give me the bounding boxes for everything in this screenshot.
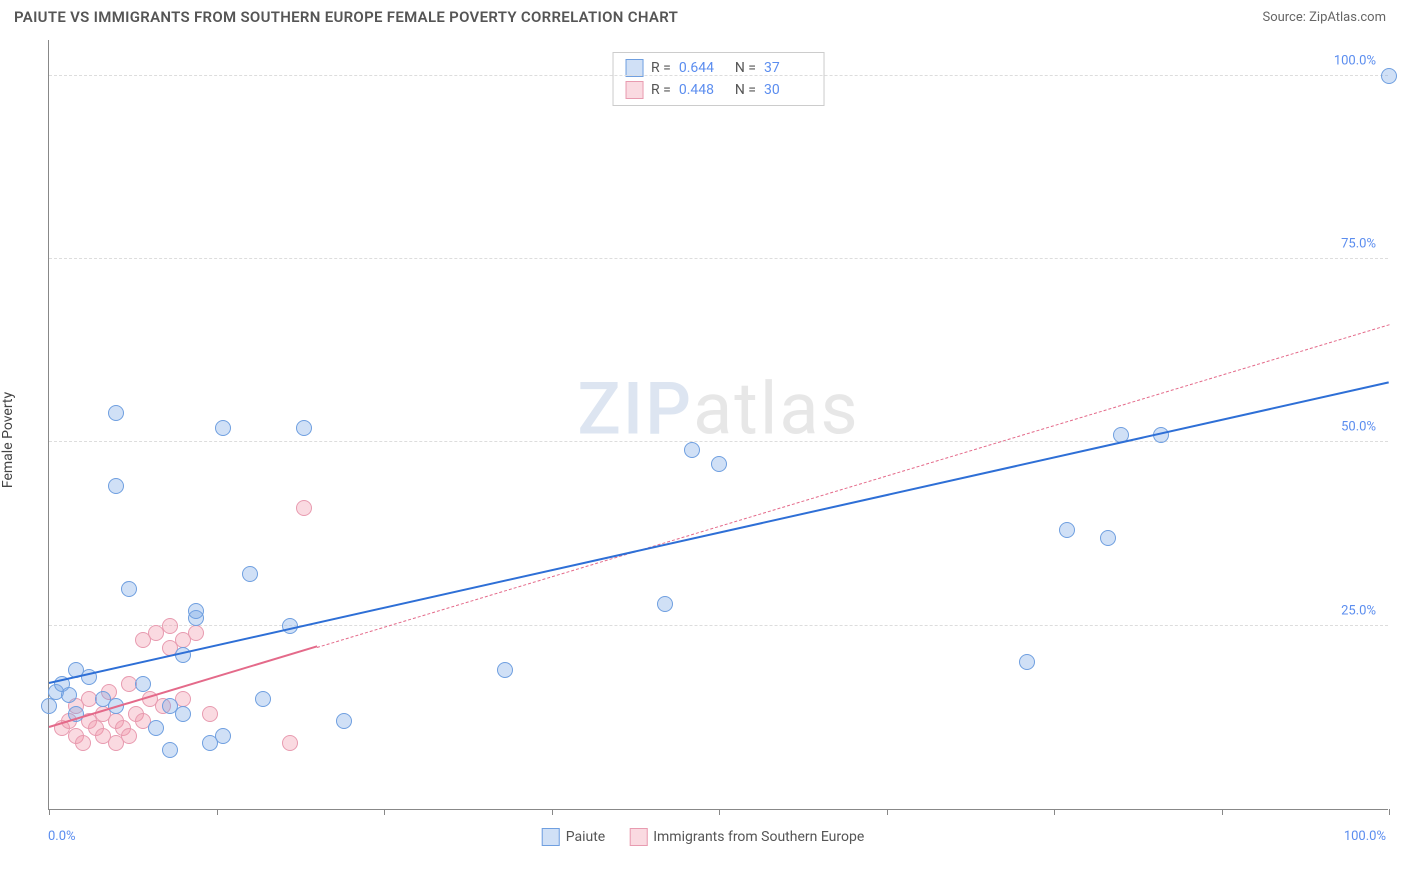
trend-line	[49, 382, 1389, 685]
legend-item-paiute: Paiute	[542, 828, 606, 846]
scatter-point-paiute	[41, 698, 57, 714]
x-tick-mark	[719, 809, 720, 815]
legend-swatch-immigrants	[629, 828, 647, 846]
y-axis-label: Female Poverty	[0, 392, 16, 488]
source-prefix: Source:	[1262, 10, 1309, 25]
x-tick-mark	[49, 809, 50, 815]
scatter-point-paiute	[162, 742, 178, 758]
x-tick-mark	[552, 809, 553, 815]
plot-area: ZIPatlas R = 0.644 N = 37 R = 0.448 N = …	[48, 40, 1388, 810]
source-attribution: Source: ZipAtlas.com	[1262, 10, 1386, 25]
chart-container: Female Poverty ZIPatlas R = 0.644 N = 37…	[0, 30, 1406, 850]
scatter-point-paiute	[135, 676, 151, 692]
scatter-point-paiute	[121, 581, 137, 597]
scatter-point-immigrants	[121, 728, 137, 744]
scatter-point-paiute	[1100, 530, 1116, 546]
scatter-point-paiute	[175, 706, 191, 722]
x-tick-max: 100.0%	[1344, 829, 1386, 844]
chart-title: PAIUTE VS IMMIGRANTS FROM SOUTHERN EUROP…	[14, 8, 678, 26]
watermark: ZIPatlas	[577, 367, 859, 452]
gridline-h	[49, 441, 1388, 442]
n-label: N =	[735, 60, 756, 76]
swatch-immigrants	[625, 81, 643, 99]
scatter-point-immigrants	[75, 735, 91, 751]
scatter-point-paiute	[1381, 68, 1397, 84]
trend-line	[317, 324, 1389, 648]
n-value-immigrants: 30	[764, 82, 812, 98]
scatter-point-paiute	[242, 566, 258, 582]
r-value-paiute: 0.644	[679, 60, 727, 76]
stats-row-paiute: R = 0.644 N = 37	[625, 57, 812, 79]
chart-header: PAIUTE VS IMMIGRANTS FROM SOUTHERN EUROP…	[0, 0, 1406, 30]
n-value-paiute: 37	[764, 60, 812, 76]
scatter-point-paiute	[188, 603, 204, 619]
legend-swatch-paiute	[542, 828, 560, 846]
scatter-point-paiute	[108, 405, 124, 421]
source-link[interactable]: ZipAtlas.com	[1309, 10, 1386, 25]
correlation-stats-box: R = 0.644 N = 37 R = 0.448 N = 30	[612, 52, 825, 106]
scatter-point-immigrants	[162, 618, 178, 634]
x-tick-mark	[1054, 809, 1055, 815]
scatter-point-paiute	[108, 478, 124, 494]
r-label: R =	[651, 82, 671, 98]
gridline-h	[49, 625, 1388, 626]
watermark-atlas: atlas	[693, 367, 860, 452]
n-label: N =	[735, 82, 756, 98]
x-tick-mark	[217, 809, 218, 815]
scatter-point-paiute	[215, 420, 231, 436]
x-tick-mark	[1222, 809, 1223, 815]
x-tick-mark	[887, 809, 888, 815]
r-value-immigrants: 0.448	[679, 82, 727, 98]
scatter-point-paiute	[61, 687, 77, 703]
stats-row-immigrants: R = 0.448 N = 30	[625, 79, 812, 101]
legend-label-immigrants: Immigrants from Southern Europe	[653, 829, 864, 845]
y-tick-label: 25.0%	[1339, 603, 1378, 618]
scatter-point-paiute	[148, 720, 164, 736]
scatter-point-paiute	[1059, 522, 1075, 538]
y-tick-label: 50.0%	[1339, 420, 1378, 435]
scatter-point-paiute	[657, 596, 673, 612]
x-tick-mark	[1389, 809, 1390, 815]
r-label: R =	[651, 60, 671, 76]
scatter-point-paiute	[215, 728, 231, 744]
scatter-point-immigrants	[202, 706, 218, 722]
x-tick-mark	[384, 809, 385, 815]
scatter-point-immigrants	[282, 735, 298, 751]
x-tick-min: 0.0%	[48, 829, 76, 844]
y-tick-label: 75.0%	[1339, 237, 1378, 252]
scatter-point-paiute	[336, 713, 352, 729]
watermark-zip: ZIP	[577, 367, 693, 452]
scatter-point-paiute	[1019, 654, 1035, 670]
scatter-point-paiute	[711, 456, 727, 472]
legend-label-paiute: Paiute	[566, 829, 606, 845]
gridline-h	[49, 75, 1388, 76]
gridline-h	[49, 258, 1388, 259]
scatter-point-paiute	[497, 662, 513, 678]
scatter-point-paiute	[684, 442, 700, 458]
scatter-point-paiute	[296, 420, 312, 436]
scatter-point-immigrants	[296, 500, 312, 516]
series-legend: Paiute Immigrants from Southern Europe	[542, 828, 865, 846]
legend-item-immigrants: Immigrants from Southern Europe	[629, 828, 864, 846]
scatter-point-immigrants	[188, 625, 204, 641]
y-tick-label: 100.0%	[1332, 53, 1378, 68]
scatter-point-paiute	[255, 691, 271, 707]
